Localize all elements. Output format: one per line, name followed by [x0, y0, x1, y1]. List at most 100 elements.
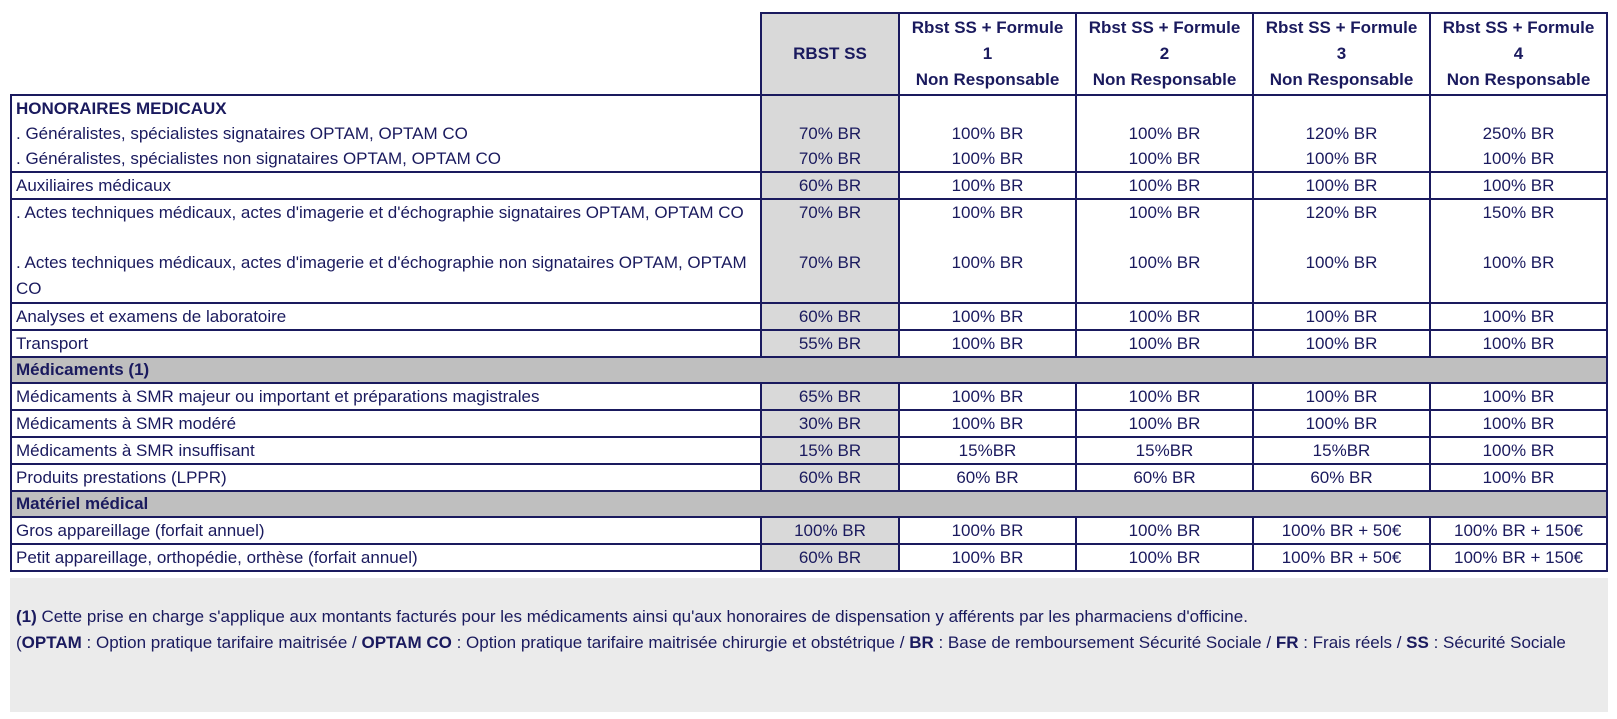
footnote-box: (1) Cette prise en charge s'applique aux… — [10, 578, 1608, 712]
row-label: Médicaments à SMR majeur ou important et… — [10, 383, 761, 411]
cell-ss: 70% BR — [760, 121, 900, 146]
row-label: Médicaments à SMR insuffisant — [10, 437, 761, 465]
section-materiel: Matériel médical — [10, 490, 1608, 518]
row-label: Gros appareillage (forfait annuel) — [10, 517, 761, 545]
cell-f1: 100% BR — [899, 544, 1077, 572]
cell-f4: 100% BR — [1430, 250, 1608, 304]
cell-ss: 100% BR — [760, 517, 900, 545]
row-label: Transport — [10, 330, 761, 358]
cell-f3: 100% BR + 50€ — [1253, 517, 1431, 545]
section-medicaments: Médicaments (1) — [10, 356, 1608, 384]
table-row: Transport 55% BR 100% BR 100% BR 100% BR… — [10, 330, 1608, 358]
cell-f4: 100% BR — [1430, 303, 1608, 331]
header-row: RBST SS Rbst SS + Formule 1 Non Responsab… — [11, 12, 1608, 96]
header-blank — [11, 13, 761, 96]
cell-f1: 100% BR — [899, 303, 1077, 331]
header-f4-line1: Rbst SS + Formule 4 — [1442, 18, 1595, 63]
cell-f2: 100% BR — [1076, 517, 1254, 545]
def-optamco: : Option pratique tarifaire maitrisée ch… — [451, 633, 910, 652]
cell-f4: 150% BR — [1430, 199, 1608, 250]
header-formule-2: Rbst SS + Formule 2 Non Responsable — [1075, 12, 1254, 96]
table-row: Produits prestations (LPPR) 60% BR 60% B… — [10, 464, 1608, 492]
def-optam: : Option pratique tarifaire maitrisée / — [81, 633, 362, 652]
cell-f3: 120% BR — [1253, 199, 1431, 250]
cell-f2: 100% BR — [1076, 330, 1254, 358]
cell-f2: 60% BR — [1076, 464, 1254, 492]
abbr-br: BR — [909, 633, 934, 652]
row-label: Analyses et examens de laboratoire — [10, 303, 761, 331]
cell-f4: 100% BR — [1430, 330, 1608, 358]
empty-cell — [899, 95, 1077, 121]
row-label: . Actes techniques médicaux, actes d'ima… — [10, 250, 761, 304]
cell-ss: 60% BR — [760, 303, 900, 331]
header-formule-1: Rbst SS + Formule 1 Non Responsable — [898, 12, 1077, 96]
cell-ss: 70% BR — [760, 250, 900, 304]
cell-f4: 100% BR — [1430, 172, 1608, 200]
cell-ss: 60% BR — [760, 172, 900, 200]
cell-f2: 100% BR — [1076, 303, 1254, 331]
cell-f3: 100% BR — [1253, 330, 1431, 358]
def-br: : Base de remboursement Sécurité Sociale… — [933, 633, 1276, 652]
table-row: . Actes techniques médicaux, actes d'ima… — [10, 199, 1608, 250]
row-label: . Actes techniques médicaux, actes d'ima… — [10, 199, 761, 250]
cell-f3: 100% BR — [1253, 250, 1431, 304]
table-row: . Actes techniques médicaux, actes d'ima… — [10, 250, 1608, 304]
abbr-optam: OPTAM — [21, 633, 82, 652]
cell-f3: 15%BR — [1253, 437, 1431, 465]
cell-ss: 70% BR — [760, 146, 900, 173]
cell-f4: 100% BR + 150€ — [1430, 544, 1608, 572]
cell-f1: 60% BR — [899, 464, 1077, 492]
row-label: . Généralistes, spécialistes non signata… — [10, 146, 761, 173]
cell-f1: 100% BR — [899, 121, 1077, 146]
cell-f2: 100% BR — [1076, 199, 1254, 250]
row-label: Produits prestations (LPPR) — [10, 464, 761, 492]
footnote-mark: (1) — [16, 607, 37, 626]
cell-f3: 100% BR — [1253, 146, 1431, 173]
cell-ss: 60% BR — [760, 544, 900, 572]
cell-f1: 100% BR — [899, 517, 1077, 545]
cell-ss: 55% BR — [760, 330, 900, 358]
table-row: . Généralistes, spécialistes signataires… — [10, 121, 1608, 146]
header-formule-4: Rbst SS + Formule 4 Non Responsable — [1429, 12, 1608, 96]
abbr-fr: FR — [1275, 633, 1299, 652]
footnote-1: (1) Cette prise en charge s'applique aux… — [16, 604, 1602, 630]
cell-ss: 60% BR — [760, 464, 900, 492]
empty-cell — [1430, 95, 1608, 121]
cell-f2: 100% BR — [1076, 410, 1254, 438]
empty-cell — [1253, 95, 1431, 121]
abbr-ss: SS — [1406, 633, 1429, 652]
header-f1-line2: Non Responsable — [915, 70, 1060, 89]
cell-f1: 100% BR — [899, 199, 1077, 250]
section-honoraires: HONORAIRES MEDICAUX — [10, 95, 1608, 121]
cell-f1: 100% BR — [899, 146, 1077, 173]
header-f1-line1: Rbst SS + Formule 1 — [911, 18, 1064, 63]
cell-f2: 100% BR — [1076, 172, 1254, 200]
table-row: Analyses et examens de laboratoire 60% B… — [10, 303, 1608, 331]
cell-f1: 100% BR — [899, 410, 1077, 438]
abbreviations: (OPTAM : Option pratique tarifaire maitr… — [16, 630, 1602, 656]
cell-f1: 100% BR — [899, 330, 1077, 358]
cell-f1: 100% BR — [899, 383, 1077, 411]
def-fr: : Frais réels / — [1298, 633, 1407, 652]
cell-f3: 60% BR — [1253, 464, 1431, 492]
table-row: Gros appareillage (forfait annuel) 100% … — [10, 517, 1608, 545]
table-row: Médicaments à SMR modéré 30% BR 100% BR … — [10, 410, 1608, 438]
empty-cell — [760, 95, 900, 121]
cell-ss: 15% BR — [760, 437, 900, 465]
cell-f3: 100% BR — [1253, 303, 1431, 331]
cell-f2: 100% BR — [1076, 383, 1254, 411]
abbr-optamco: OPTAM CO — [361, 633, 452, 652]
cell-f4: 100% BR — [1430, 146, 1608, 173]
cell-f3: 100% BR — [1253, 383, 1431, 411]
cell-f4: 100% BR — [1430, 383, 1608, 411]
cell-f3: 100% BR — [1253, 410, 1431, 438]
header-f3-line1: Rbst SS + Formule 3 — [1265, 18, 1418, 63]
table-row: Petit appareillage, orthopédie, orthèse … — [10, 544, 1608, 572]
cell-f2: 15%BR — [1076, 437, 1254, 465]
section-label: Matériel médical — [10, 490, 1608, 518]
guarantees-table: RBST SS Rbst SS + Formule 1 Non Responsab… — [10, 12, 1608, 572]
cell-f2: 100% BR — [1076, 146, 1254, 173]
header-f2-line2: Non Responsable — [1092, 70, 1237, 89]
header-rbst-ss: RBST SS — [760, 12, 900, 96]
cell-f3: 100% BR + 50€ — [1253, 544, 1431, 572]
